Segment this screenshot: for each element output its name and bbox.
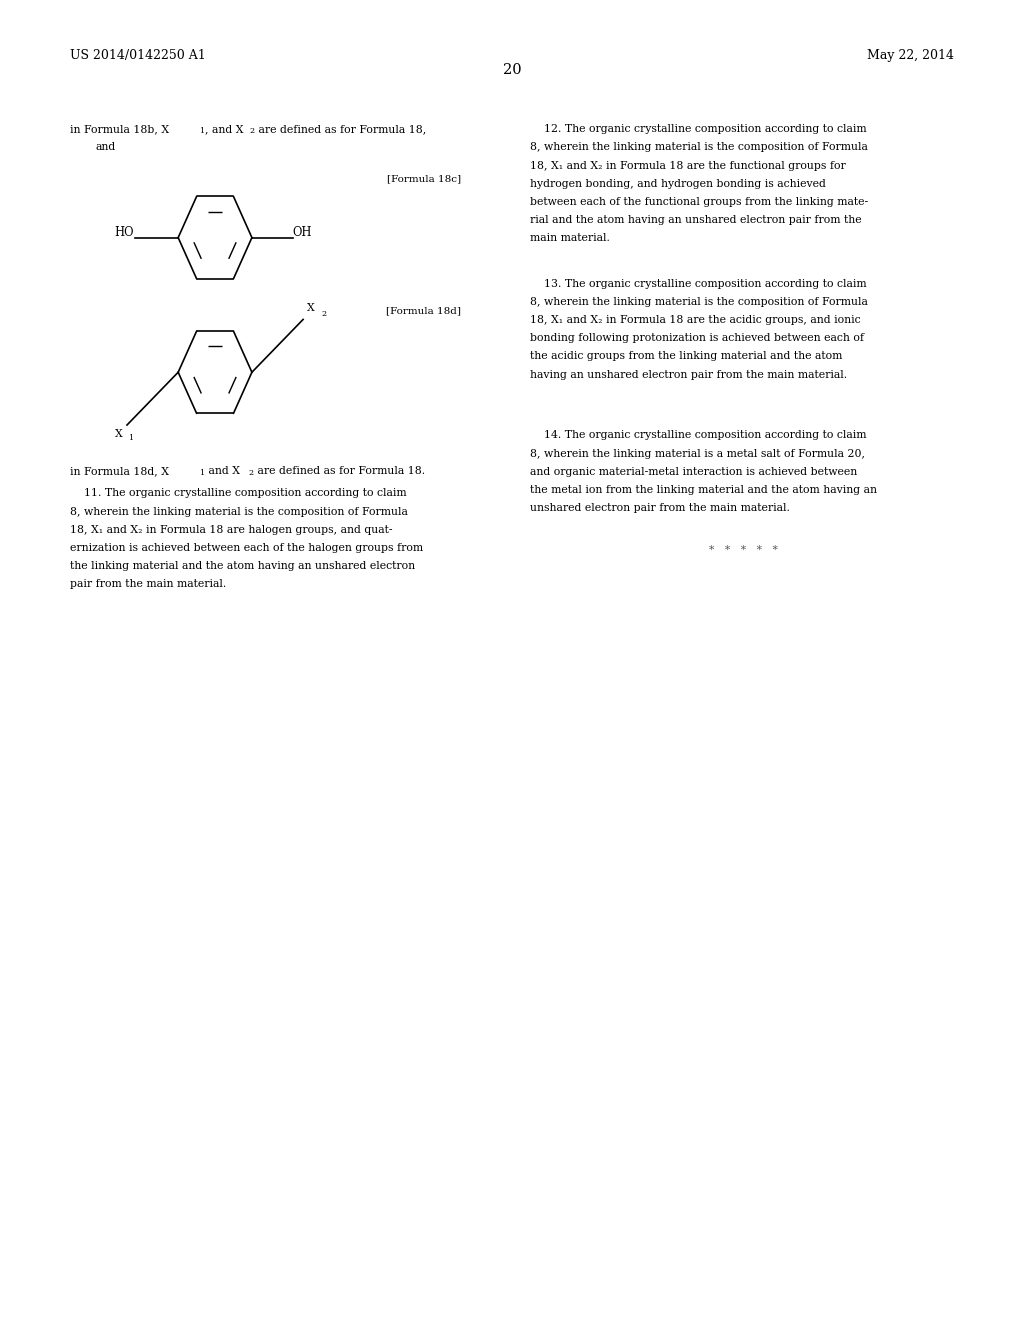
- Text: May 22, 2014: May 22, 2014: [867, 49, 954, 62]
- Text: HO: HO: [115, 226, 134, 239]
- Text: bonding following protonization is achieved between each of: bonding following protonization is achie…: [530, 333, 864, 343]
- Text: X: X: [307, 302, 315, 313]
- Text: ernization is achieved between each of the halogen groups from: ernization is achieved between each of t…: [70, 543, 423, 553]
- Text: 11. The organic crystalline composition according to claim: 11. The organic crystalline composition …: [70, 488, 407, 499]
- Text: 2: 2: [248, 469, 254, 478]
- Text: X: X: [115, 429, 123, 440]
- Text: are defined as for Formula 18,: are defined as for Formula 18,: [256, 124, 427, 135]
- Text: 14. The organic crystalline composition according to claim: 14. The organic crystalline composition …: [530, 430, 867, 441]
- Text: the acidic groups from the linking material and the atom: the acidic groups from the linking mater…: [530, 351, 843, 362]
- Text: and: and: [95, 143, 116, 152]
- Text: 8, wherein the linking material is the composition of Formula: 8, wherein the linking material is the c…: [70, 507, 408, 516]
- Text: *   *   *   *   *: * * * * *: [709, 545, 778, 556]
- Text: the metal ion from the linking material and the atom having an: the metal ion from the linking material …: [530, 484, 878, 495]
- Text: 1: 1: [128, 434, 133, 442]
- Text: between each of the functional groups from the linking mate-: between each of the functional groups fr…: [530, 197, 868, 207]
- Text: 18, X₁ and X₂ in Formula 18 are the acidic groups, and ionic: 18, X₁ and X₂ in Formula 18 are the acid…: [530, 315, 861, 325]
- Text: 18, X₁ and X₂ in Formula 18 are the functional groups for: 18, X₁ and X₂ in Formula 18 are the func…: [530, 161, 846, 170]
- Text: 2: 2: [322, 310, 327, 318]
- Text: 20: 20: [503, 63, 521, 78]
- Text: US 2014/0142250 A1: US 2014/0142250 A1: [70, 49, 206, 62]
- Text: 1: 1: [199, 469, 205, 478]
- Text: 18, X₁ and X₂ in Formula 18 are halogen groups, and quat-: 18, X₁ and X₂ in Formula 18 are halogen …: [70, 525, 392, 535]
- Text: [Formula 18c]: [Formula 18c]: [387, 174, 461, 183]
- Text: and X: and X: [205, 466, 241, 477]
- Text: having an unshared electron pair from the main material.: having an unshared electron pair from th…: [530, 370, 848, 380]
- Text: 2: 2: [250, 127, 255, 136]
- Text: 12. The organic crystalline composition according to claim: 12. The organic crystalline composition …: [530, 124, 867, 135]
- Text: 8, wherein the linking material is the composition of Formula: 8, wherein the linking material is the c…: [530, 143, 868, 152]
- Text: in Formula 18d, X: in Formula 18d, X: [70, 466, 169, 477]
- Text: OH: OH: [293, 226, 312, 239]
- Text: 1: 1: [199, 127, 205, 136]
- Text: rial and the atom having an unshared electron pair from the: rial and the atom having an unshared ele…: [530, 215, 862, 226]
- Text: [Formula 18d]: [Formula 18d]: [386, 306, 461, 315]
- Text: the linking material and the atom having an unshared electron: the linking material and the atom having…: [70, 561, 415, 572]
- Text: and organic material-metal interaction is achieved between: and organic material-metal interaction i…: [530, 467, 858, 477]
- Text: pair from the main material.: pair from the main material.: [70, 579, 226, 590]
- Text: 13. The organic crystalline composition according to claim: 13. The organic crystalline composition …: [530, 279, 867, 289]
- Text: hydrogen bonding, and hydrogen bonding is achieved: hydrogen bonding, and hydrogen bonding i…: [530, 178, 826, 189]
- Text: unshared electron pair from the main material.: unshared electron pair from the main mat…: [530, 503, 791, 513]
- Text: 8, wherein the linking material is the composition of Formula: 8, wherein the linking material is the c…: [530, 297, 868, 306]
- Text: , and X: , and X: [205, 124, 244, 135]
- Text: 8, wherein the linking material is a metal salt of Formula 20,: 8, wherein the linking material is a met…: [530, 449, 865, 458]
- Text: are defined as for Formula 18.: are defined as for Formula 18.: [254, 466, 426, 477]
- Text: main material.: main material.: [530, 234, 610, 243]
- Text: in Formula 18b, X: in Formula 18b, X: [70, 124, 169, 135]
